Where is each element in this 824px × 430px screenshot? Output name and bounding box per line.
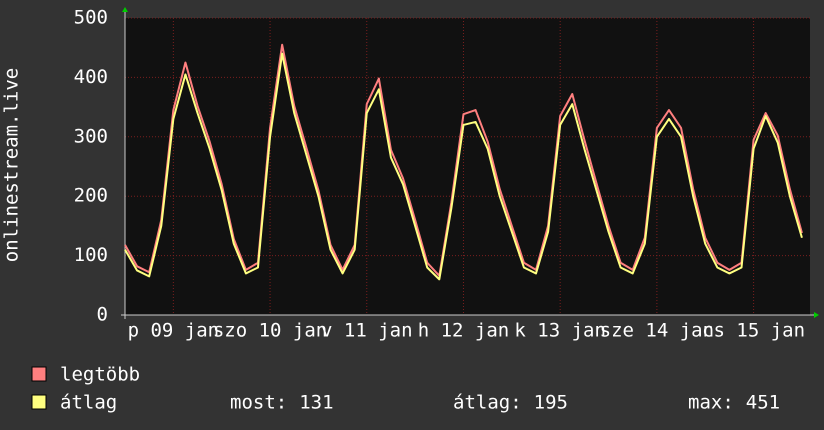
plot-area: [125, 18, 810, 315]
x-axis-arrow: [814, 312, 819, 318]
stat-value: 131: [299, 392, 333, 414]
x-tick-label: cs 15 jan: [702, 320, 805, 342]
y-tick-label: 500: [74, 7, 108, 29]
y-axis-label: onlinestream.live: [1, 68, 23, 262]
y-tick-label: 100: [74, 244, 108, 266]
series-line: [124, 43, 803, 277]
x-tick-label: p 09 jan: [128, 320, 220, 342]
legend-label: átlag: [60, 392, 117, 414]
x-tick-label: szo 10 jan: [213, 320, 327, 342]
stat-label: átlag:: [453, 392, 522, 414]
y-axis-arrow: [122, 7, 128, 12]
y-tick-label: 200: [74, 185, 108, 207]
x-tick-label: v 11 jan: [321, 320, 413, 342]
x-tick-label: k 13 jan: [514, 320, 606, 342]
stat-value: 195: [534, 392, 568, 414]
legend-swatch: [31, 366, 47, 382]
y-tick-label: 300: [74, 125, 108, 147]
stat-value: 451: [746, 392, 780, 414]
stat-label: most:: [230, 392, 287, 414]
x-tick-label: sze 14 jan: [600, 320, 714, 342]
series-line: [124, 52, 803, 281]
y-tick-label: 0: [97, 304, 108, 326]
legend-label: legtöbb: [60, 364, 140, 386]
legend-swatch: [31, 394, 47, 410]
x-tick-label: h 12 jan: [418, 320, 510, 342]
y-tick-label: 400: [74, 66, 108, 88]
stat-label: max:: [688, 392, 734, 414]
